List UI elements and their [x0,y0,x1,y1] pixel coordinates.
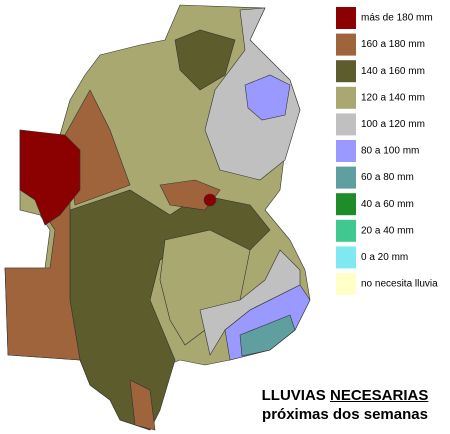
legend-label: 120 a 140 mm [361,92,425,103]
legend-label: 160 a 180 mm [361,39,425,50]
legend-swatch [336,86,356,109]
legend-swatch [336,33,356,56]
legend-swatch [336,246,356,269]
region [19,129,81,226]
region [244,74,291,121]
subtitle: próximas dos semanas [262,406,428,423]
legend-swatch [336,7,356,29]
region [174,29,236,91]
map-title: LLUVIAS NECESARIAS próximas dos semanas [250,386,440,424]
legend-swatch [336,140,356,162]
region-map [4,4,311,431]
legend-swatch [336,60,356,83]
legend-label: 100 a 120 mm [361,119,425,130]
legend-swatch [336,219,356,242]
legend-swatch [336,273,356,295]
region [199,249,301,356]
legend: más de 180 mm 160 a 180 mm 140 a 160 mm 120… [336,7,438,295]
legend-label: 20 a 40 mm [361,225,414,236]
legend-label: 140 a 160 mm [361,66,425,77]
title-text: LLUVIAS [261,387,326,404]
legend-label: no necesita lluvia [361,279,438,290]
legend-swatch [336,113,356,136]
legend-swatch [336,193,356,216]
title-line: LLUVIAS NECESARIAS [250,386,440,405]
title-text-underlined: NECESARIAS [329,387,429,404]
region [203,193,217,207]
region [129,379,156,431]
legend-label: 80 a 100 mm [361,146,419,157]
region [239,314,296,357]
legend-swatch [336,166,356,189]
legend-label: 40 a 60 mm [361,199,414,210]
legend-label: más de 180 mm [361,13,433,24]
legend-label: 60 a 80 mm [361,172,414,183]
legend-label: 0 a 20 mm [361,252,408,263]
